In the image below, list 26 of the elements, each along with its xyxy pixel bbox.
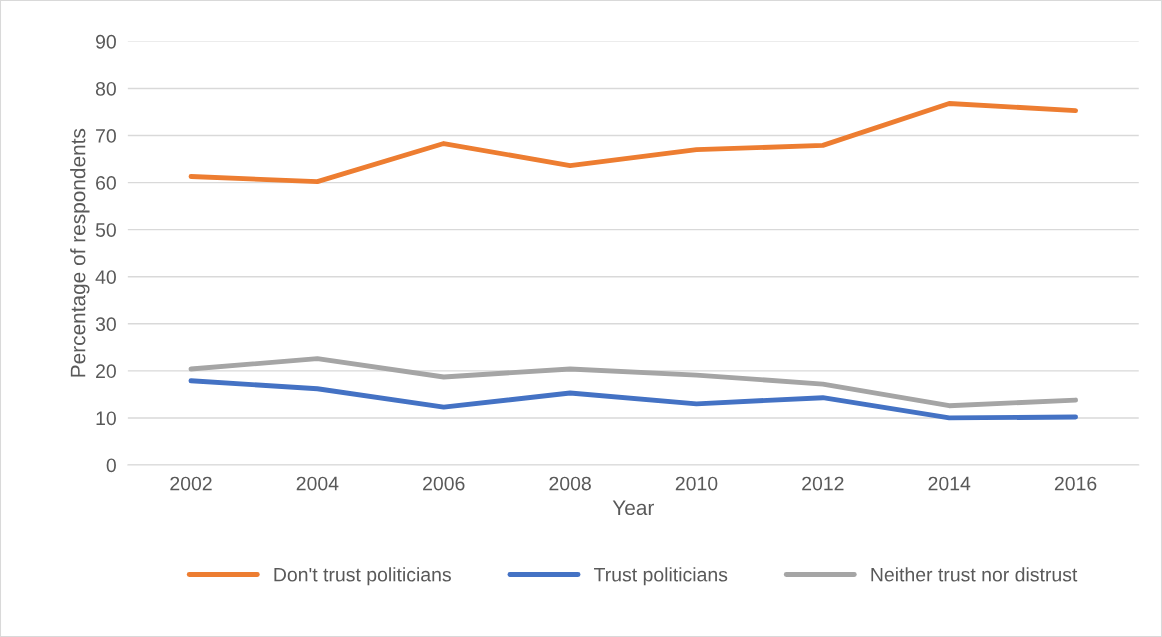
line-series	[188, 378, 1079, 421]
x-tick-label: 2012	[802, 476, 844, 491]
legend-label: Trust politicians	[594, 567, 728, 586]
legend-label: Neither trust nor distrust	[871, 567, 1078, 582]
x-axis-title: Year	[612, 500, 654, 516]
y-tick-label: 90	[95, 34, 116, 49]
y-tick-label: 20	[96, 364, 116, 379]
x-tick-label: 2010	[675, 476, 718, 491]
y-tick-label: 10	[96, 411, 116, 426]
x-tick-label: 2016	[1054, 476, 1097, 491]
y-tick-label: 80	[95, 81, 116, 96]
x-tick-label: 2004	[296, 476, 339, 491]
x-tick-label: 2006	[423, 476, 465, 491]
y-tick-label: 70	[96, 129, 116, 143]
legend-label: Don't trust politicians	[274, 567, 451, 586]
x-tick-label: 2014	[928, 476, 971, 491]
y-tick-label: 60	[96, 176, 116, 190]
x-tick-label: 2008	[549, 476, 591, 491]
line-series	[188, 101, 1079, 185]
y-tick-label: 50	[95, 223, 116, 237]
y-tick-label: 0	[106, 458, 116, 473]
y-tick-label: 40	[95, 270, 116, 284]
x-tick-label: 2002	[170, 476, 212, 491]
line-series	[188, 356, 1079, 409]
y-axis-title: Percentage of respondents	[70, 128, 90, 377]
y-tick-label: 30	[95, 317, 116, 332]
